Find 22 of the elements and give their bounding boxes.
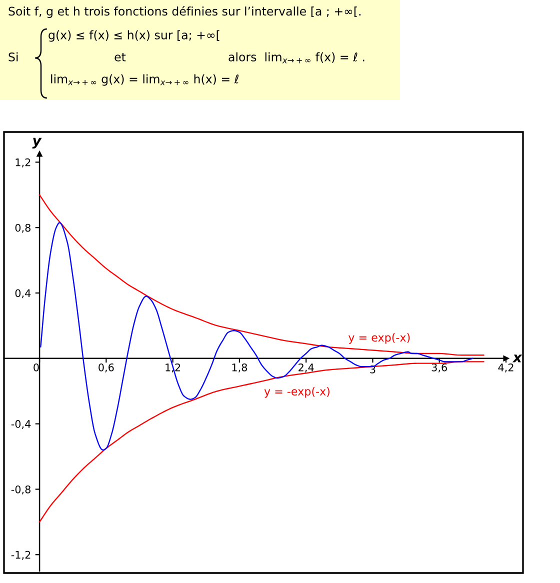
y-axis-title: y bbox=[32, 138, 42, 148]
x-tick-label: 2,4 bbox=[298, 363, 314, 372]
y-tick-label: 1,2 bbox=[16, 158, 30, 168]
y-tick-label: 0,4 bbox=[15, 289, 31, 298]
x-tick-label: 0,6 bbox=[98, 363, 114, 372]
series-label: y = exp(-x) bbox=[348, 333, 410, 344]
text: Si bbox=[8, 52, 18, 62]
x-tick-label: 0 bbox=[34, 363, 39, 372]
y-tick-label: -0,4 bbox=[11, 420, 31, 429]
chart-title: Soit f, g et h trois fonctions définies sur l’intervalle [a ; +∞[. bbox=[8, 6, 360, 18]
text: lim$_{x→+∞}$ g(x) = lim$_{x→+∞}$ h(x) = ℓ bbox=[51, 74, 239, 86]
text: alors lim$_{x→+∞}$ f(x) = ℓ . bbox=[228, 52, 364, 64]
y-tick-label: 0,8 bbox=[15, 224, 30, 233]
series-label: y = -exp(-x) bbox=[264, 386, 330, 398]
x-axis-title: x bbox=[512, 354, 522, 362]
y-tick-label: -1,2 bbox=[11, 550, 30, 560]
text: g(x) ≤ f(x) ≤ h(x) sur [a; +∞[ bbox=[48, 30, 220, 42]
x-tick-label: 1,8 bbox=[232, 363, 248, 372]
y-tick-label: -0,8 bbox=[11, 485, 30, 494]
x-tick-label: 3,6 bbox=[432, 363, 447, 372]
text: et bbox=[114, 52, 126, 62]
x-tick-label: 4,2 bbox=[498, 363, 514, 372]
